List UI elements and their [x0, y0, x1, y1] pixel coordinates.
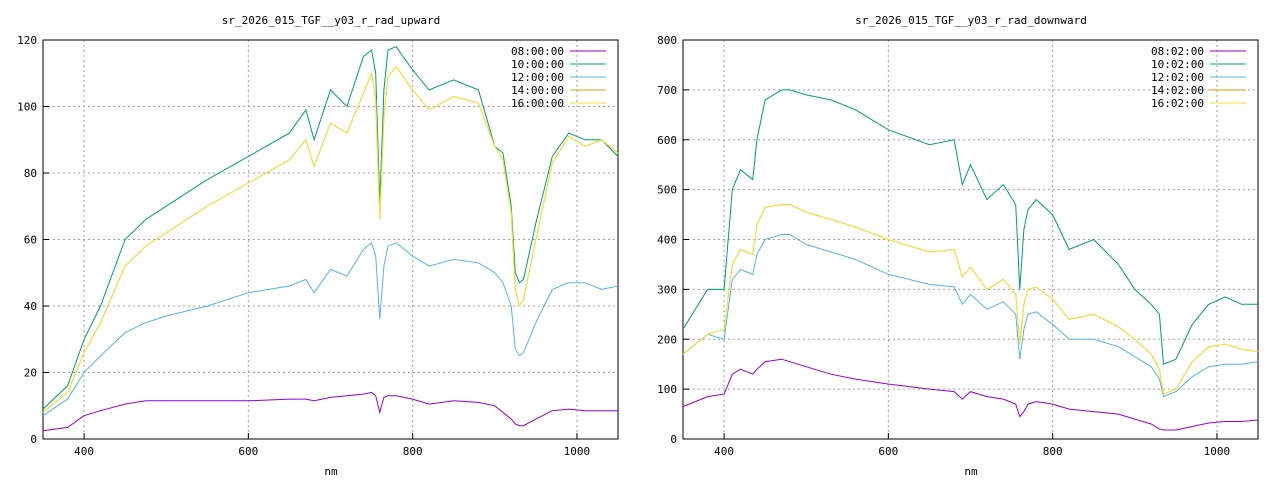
- legend-label: 14:02:00: [1151, 84, 1204, 97]
- y-tick-label: 600: [657, 134, 677, 147]
- series-line-16-02-00: [682, 204, 1259, 395]
- x-tick-label: 600: [878, 445, 898, 458]
- series-line-14-02-00: [682, 204, 1259, 395]
- series-line-10-00-00: [42, 46, 619, 410]
- y-tick-label: 300: [657, 283, 677, 296]
- y-tick-label: 800: [657, 34, 677, 47]
- chart-title: sr_2026_015_TGF__y03_r_rad_upward: [222, 14, 441, 27]
- series-line-08-02-00: [682, 358, 1259, 431]
- series-line-12-00-00: [42, 241, 619, 417]
- x-tick-label: 1000: [564, 445, 591, 458]
- chart-panel-downward: sr_2026_015_TGF__y03_r_rad_downward nm 4…: [640, 0, 1280, 480]
- legend-label: 16:00:00: [511, 97, 564, 110]
- x-axis-label: nm: [324, 465, 338, 478]
- y-tick-label: 80: [24, 167, 37, 180]
- x-tick-label: 800: [1043, 445, 1063, 458]
- plot-frame: [682, 39, 1259, 440]
- legend-label: 10:02:00: [1151, 58, 1204, 71]
- y-tick-label: 0: [670, 433, 677, 446]
- chart-panel-upward: sr_2026_015_TGF__y03_r_rad_upward nm 400…: [17, 14, 619, 478]
- x-tick-label: 1000: [1204, 445, 1231, 458]
- x-axis-label: nm: [964, 465, 978, 478]
- chart-downward: sr_2026_015_TGF__y03_r_rad_downward nm 4…: [657, 14, 1259, 478]
- y-tick-label: 0: [30, 433, 37, 446]
- legend-label: 08:00:00: [511, 45, 564, 58]
- y-tick-label: 500: [657, 184, 677, 197]
- y-tick-label: 400: [657, 234, 677, 247]
- chart-upward: sr_2026_015_TGF__y03_r_rad_upward nm 400…: [17, 14, 619, 478]
- x-tick-label: 800: [403, 445, 423, 458]
- series-line-16-00-00: [42, 65, 619, 413]
- series-line-08-00-00: [42, 391, 618, 432]
- y-tick-label: 100: [17, 101, 37, 114]
- x-tick-label: 400: [714, 445, 734, 458]
- plot-frame: [42, 39, 619, 440]
- y-tick-label: 20: [24, 367, 37, 380]
- y-tick-label: 700: [657, 84, 677, 97]
- legend-label: 16:02:00: [1151, 97, 1204, 110]
- legend-label: 08:02:00: [1151, 45, 1204, 58]
- x-tick-label: 400: [74, 445, 94, 458]
- legend-label: 12:02:00: [1151, 71, 1204, 84]
- series-line-10-02-00: [682, 89, 1258, 365]
- x-tick-label: 600: [238, 445, 258, 458]
- chart-title: sr_2026_015_TGF__y03_r_rad_downward: [855, 14, 1087, 27]
- y-tick-label: 60: [24, 234, 37, 247]
- y-tick-label: 100: [657, 383, 677, 396]
- y-tick-label: 120: [17, 34, 37, 47]
- series-line-12-02-00: [682, 234, 1259, 398]
- legend-label: 14:00:00: [511, 84, 564, 97]
- legend-label: 12:00:00: [511, 71, 564, 84]
- y-tick-label: 200: [657, 333, 677, 346]
- y-tick-label: 40: [24, 300, 37, 313]
- legend-label: 10:00:00: [511, 58, 564, 71]
